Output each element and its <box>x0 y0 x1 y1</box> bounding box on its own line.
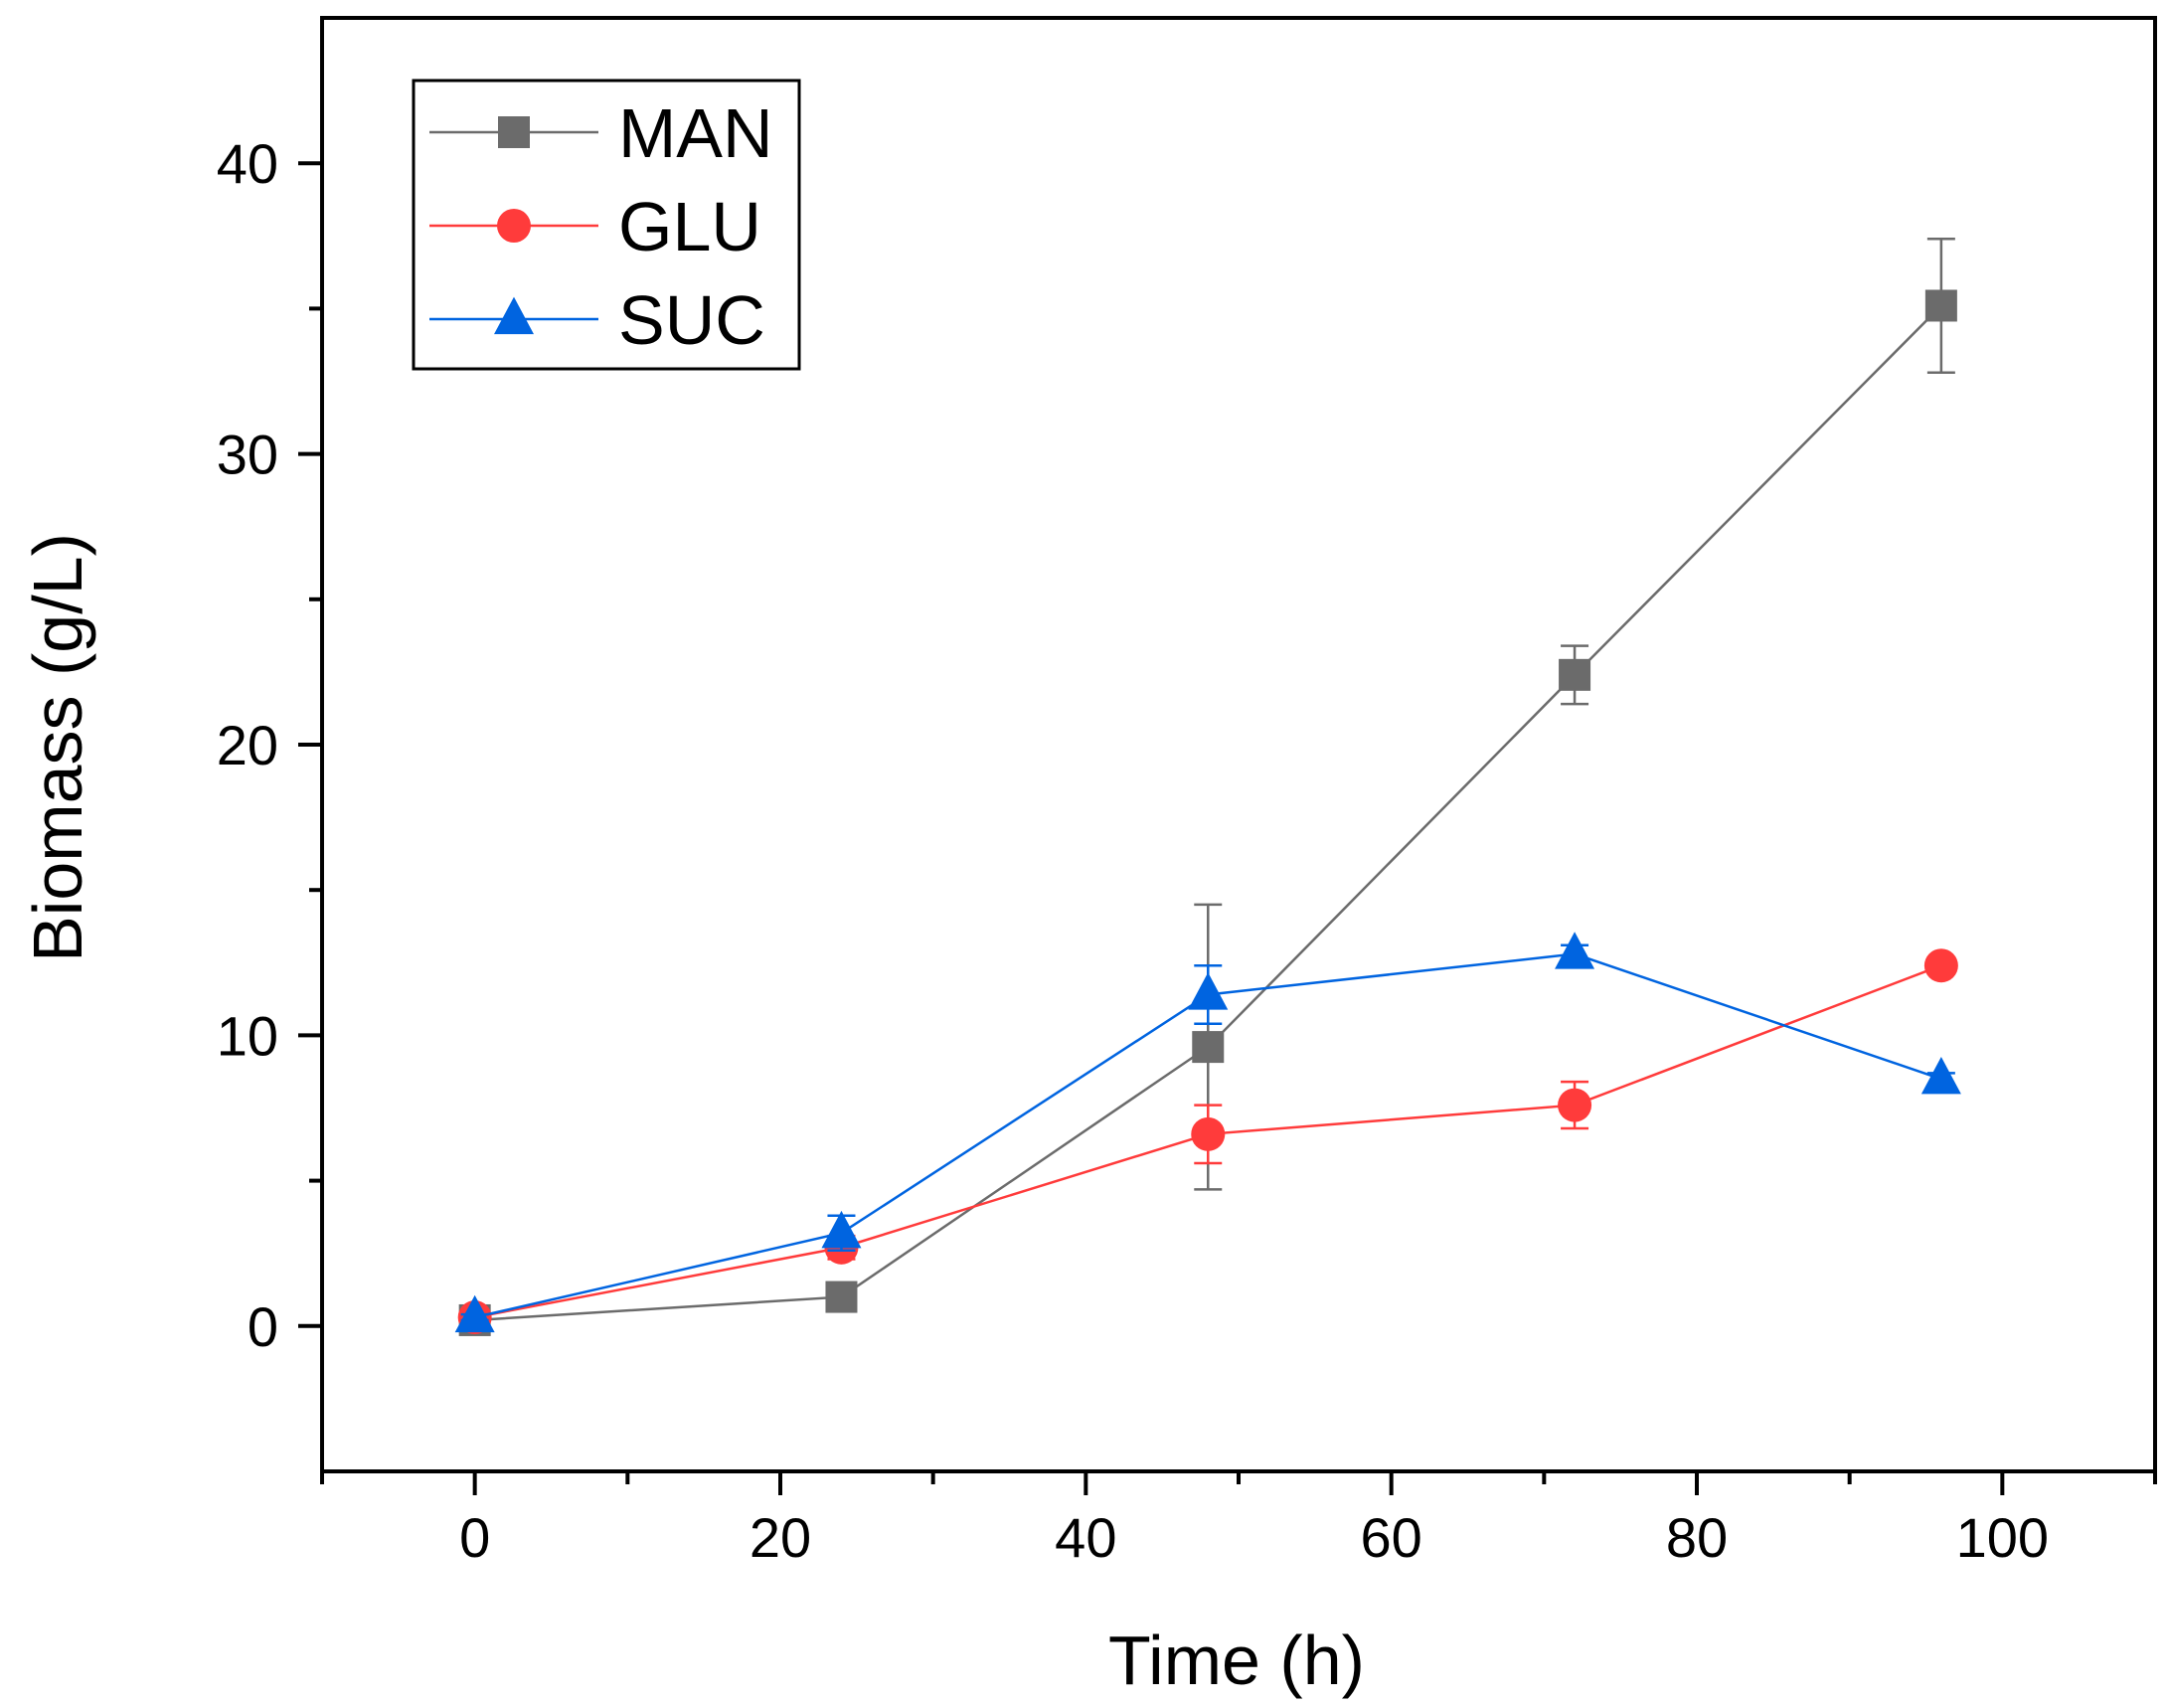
legend: MAN GLU SUC <box>412 79 801 371</box>
y-tick-label: 10 <box>217 1004 278 1067</box>
legend-label: SUC <box>618 281 765 359</box>
data-point <box>1191 1116 1226 1151</box>
data-point <box>454 1294 495 1333</box>
legend-label: MAN <box>618 94 773 172</box>
legend-marker <box>497 209 531 243</box>
legend-marker <box>494 296 534 335</box>
data-point <box>1920 1056 1961 1095</box>
y-tick-label: 40 <box>217 132 278 195</box>
x-tick-label: 60 <box>1361 1506 1422 1569</box>
data-point <box>825 1281 858 1313</box>
data-point <box>821 1210 862 1249</box>
y-tick-label: 0 <box>248 1295 278 1358</box>
axes-layer: 0 20 40 60 80 100 0 10 20 30 40 Time (h) Biomass (g/… <box>19 16 2157 1699</box>
data-point <box>1192 1031 1225 1064</box>
y-tick-label: 20 <box>217 714 278 776</box>
series-layer <box>454 237 1961 1336</box>
data-point <box>1924 289 1957 322</box>
data-point <box>1923 948 1958 983</box>
x-tick-label: 0 <box>459 1506 490 1569</box>
series-suc <box>454 932 1961 1333</box>
x-tick-label: 40 <box>1055 1506 1116 1569</box>
series-man <box>458 237 1957 1336</box>
data-point <box>1558 1088 1592 1122</box>
legend-label: GLU <box>618 188 761 265</box>
y-tick-label: 30 <box>217 424 278 486</box>
data-point <box>1555 932 1595 969</box>
x-tick-label: 100 <box>1956 1506 2049 1569</box>
x-axis-title: Time (h) <box>1108 1622 1365 1699</box>
x-tick-label: 20 <box>750 1506 811 1569</box>
legend-marker <box>498 116 530 148</box>
data-point <box>1559 658 1591 691</box>
y-axis-title: Biomass (g/L) <box>19 533 96 962</box>
x-tick-label: 80 <box>1666 1506 1728 1569</box>
data-point <box>1188 972 1229 1010</box>
